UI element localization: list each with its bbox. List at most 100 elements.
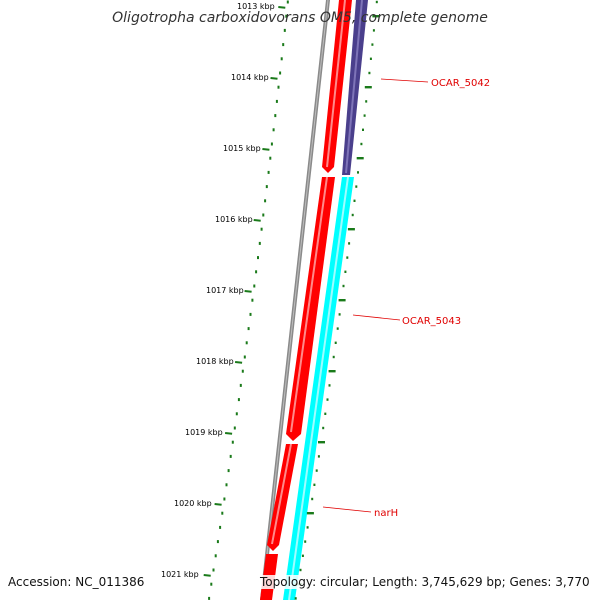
reverse-cds-ocar-5042-shine	[345, 0, 363, 174]
outer-tick-marks	[294, 0, 380, 600]
outer-major-tick	[347, 228, 355, 231]
scale-label-1014: 1014 kbp	[231, 73, 269, 82]
leader-line-narh	[322, 506, 372, 513]
minor-tick	[275, 99, 278, 103]
outer-major-tick	[328, 370, 336, 373]
outer-minor-tick	[299, 568, 302, 572]
outer-minor-tick	[301, 554, 304, 557]
scale-label-1016: 1016 kbp	[215, 215, 253, 224]
forward-cds-2-shine	[290, 176, 328, 433]
minor-tick	[277, 85, 280, 89]
outer-minor-tick	[362, 128, 364, 131]
outer-major-tick	[364, 86, 372, 89]
forward-cds-1-shine	[326, 0, 346, 168]
outer-minor-tick	[368, 71, 371, 75]
minor-tick	[221, 511, 224, 515]
minor-tick	[214, 554, 217, 558]
scale-label-1020: 1020 kbp	[174, 499, 212, 508]
outer-minor-tick	[332, 355, 335, 359]
minor-tick	[247, 327, 250, 331]
minor-tick	[258, 241, 261, 245]
minor-tick	[274, 114, 277, 118]
outer-minor-tick	[353, 199, 356, 202]
minor-tick	[286, 0, 289, 4]
outer-minor-tick	[357, 171, 359, 174]
minor-tick	[267, 170, 270, 174]
minor-tick	[233, 426, 236, 430]
outer-minor-tick	[324, 412, 327, 415]
minor-tick	[235, 412, 238, 416]
backbone-highlight	[261, 0, 329, 600]
minor-tick	[239, 383, 242, 387]
outer-minor-tick	[371, 43, 374, 46]
major-tick	[278, 6, 286, 9]
minor-tick	[245, 341, 248, 345]
minor-tick	[243, 355, 246, 359]
outer-minor-tick	[317, 455, 320, 458]
minor-tick	[264, 199, 267, 203]
scale-label-1013: 1013 kbp	[237, 2, 275, 11]
minor-tick	[260, 227, 263, 231]
minor-tick	[280, 57, 283, 61]
scale-labels: 1013 kbp 1014 kbp 1015 kbp 1016 kbp 1017…	[161, 2, 275, 579]
leader-line-ocar-5042	[380, 78, 429, 83]
minor-tick	[223, 497, 226, 501]
scale-label-1015: 1015 kbp	[223, 144, 261, 153]
outer-major-tick	[356, 157, 364, 160]
genome-summary: Topology: circular; Length: 3,745,629 bp…	[260, 575, 590, 589]
outer-minor-tick	[322, 426, 325, 430]
gene-label-narh[interactable]: narH	[374, 508, 398, 519]
minor-tick	[269, 156, 272, 160]
gene-label-ocar-5042[interactable]: OCAR_5042	[431, 78, 490, 89]
outer-minor-tick	[294, 597, 297, 600]
outer-minor-tick	[334, 341, 337, 344]
major-tick	[214, 503, 222, 506]
minor-tick	[227, 469, 230, 473]
outer-minor-tick	[304, 540, 307, 543]
accession-info: Accession: NC_011386	[8, 575, 145, 589]
minor-tick	[262, 213, 265, 217]
outer-minor-tick	[369, 57, 372, 60]
gene-label-ocar-5043[interactable]: OCAR_5043	[402, 316, 461, 327]
scale-label-1019: 1019 kbp	[185, 428, 223, 437]
minor-tick	[229, 454, 232, 458]
outer-minor-tick	[346, 256, 349, 259]
minor-tick	[255, 270, 258, 274]
outer-minor-tick	[355, 185, 358, 188]
outer-minor-tick	[344, 270, 347, 273]
minor-tick	[210, 582, 213, 586]
minor-tick	[253, 284, 256, 288]
leader-line-ocar-5043	[352, 314, 401, 321]
minor-tick	[237, 398, 240, 402]
outer-minor-tick	[363, 114, 366, 117]
major-tick-marks	[203, 6, 286, 577]
minor-tick	[249, 312, 252, 316]
forward-cds-1[interactable]	[322, 0, 352, 173]
outer-major-tick	[338, 299, 346, 302]
minor-tick-marks	[208, 0, 289, 600]
outer-minor-tick	[311, 497, 314, 501]
minor-tick	[257, 256, 259, 260]
outer-minor-tick	[351, 213, 354, 217]
outer-minor-tick	[348, 242, 351, 245]
major-tick	[253, 219, 261, 222]
outer-minor-tick	[360, 142, 363, 146]
reverse-cds-ocar-5042[interactable]	[342, 0, 368, 175]
forward-cds-3-shine	[271, 443, 292, 545]
scale-label-1021: 1021 kbp	[161, 570, 199, 579]
reverse-cds-ocar-5043-shine	[288, 176, 349, 600]
outer-major-tick	[318, 441, 325, 444]
minor-tick	[282, 43, 285, 47]
outer-minor-tick	[375, 0, 378, 4]
outer-minor-tick	[313, 483, 316, 486]
major-tick	[244, 290, 252, 293]
minor-tick	[225, 483, 228, 487]
outer-minor-tick	[342, 284, 345, 288]
outer-minor-tick	[315, 469, 318, 472]
minor-tick	[216, 540, 219, 544]
outer-minor-tick	[306, 526, 309, 529]
major-tick	[270, 77, 278, 80]
outer-major-tick	[306, 512, 314, 515]
minor-tick	[208, 596, 211, 600]
